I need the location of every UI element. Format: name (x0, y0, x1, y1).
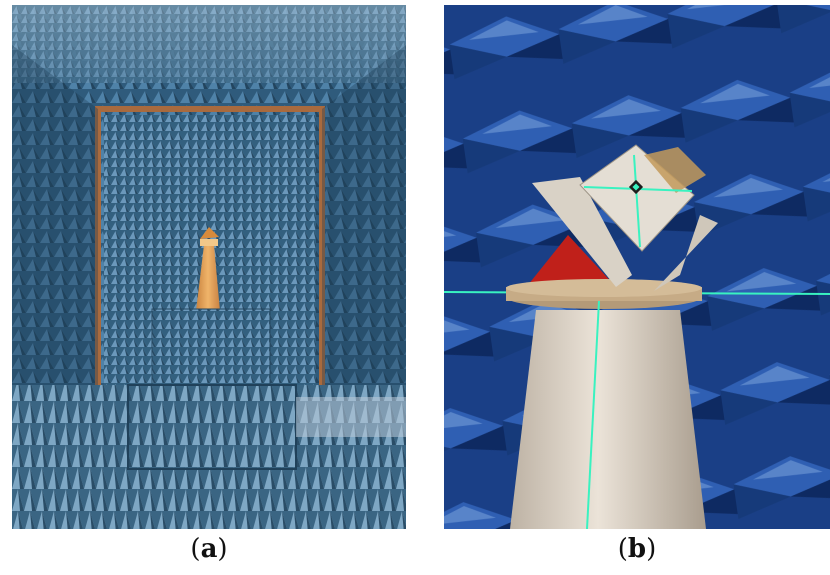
copper-element (644, 147, 706, 193)
caption-b: (b) (617, 534, 657, 564)
absorber-block (151, 308, 271, 390)
photo-panel-a (12, 5, 406, 529)
antenna-under-test (200, 227, 219, 239)
antenna-closeup-photo (444, 5, 830, 529)
caption-a: (a) (190, 534, 228, 564)
front-absorber-block (127, 384, 297, 470)
laser-line-vertical (586, 300, 600, 529)
red-absorber (528, 235, 616, 287)
mount-right-arm (654, 215, 718, 291)
anechoic-chamber-photo (12, 5, 406, 529)
pedestal (196, 245, 220, 311)
photo-panel-b (444, 5, 830, 529)
mount-left-arm (532, 177, 632, 287)
support-column (510, 310, 706, 529)
